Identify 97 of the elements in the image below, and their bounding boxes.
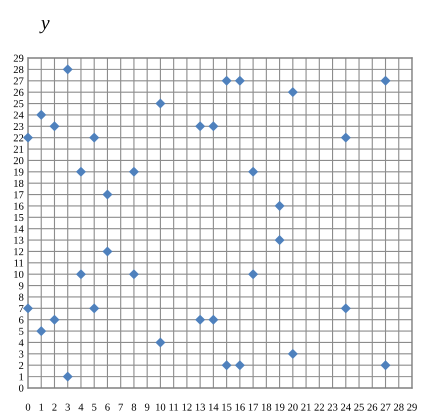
- point: [274, 235, 285, 246]
- y-tick-label: 27: [14, 77, 24, 84]
- point: [102, 190, 112, 200]
- y-tick-label: 15: [14, 214, 24, 222]
- point: [49, 314, 60, 325]
- x-tick-label: 25: [354, 404, 364, 411]
- point: [155, 337, 166, 348]
- x-tick-label: 20: [288, 404, 298, 411]
- point: [208, 121, 218, 132]
- point: [62, 372, 73, 382]
- x-tick-label: 29: [407, 404, 417, 411]
- y-tick-label: 5: [19, 328, 24, 335]
- point: [380, 360, 391, 370]
- y-tick-label: 17: [14, 191, 24, 198]
- x-tick-label: 5: [92, 404, 96, 411]
- point: [36, 110, 46, 120]
- point: [234, 76, 245, 86]
- x-tick-label: 23: [328, 404, 338, 411]
- x-tick-label: 15: [222, 404, 232, 411]
- y-tick-label: 2: [19, 362, 24, 369]
- x-tick-label: 18: [262, 404, 272, 411]
- point: [248, 269, 258, 280]
- x-tick-label: 10: [156, 404, 166, 411]
- y-tick-label: 28: [14, 66, 24, 74]
- x-tick-label: 27: [380, 404, 390, 411]
- point: [195, 314, 206, 325]
- point: [340, 303, 351, 314]
- point: [155, 98, 166, 109]
- point: [340, 132, 351, 143]
- y-tick-label: 7: [19, 305, 24, 312]
- x-tick-label: 8: [132, 404, 136, 411]
- point: [222, 76, 232, 86]
- point: [234, 360, 245, 370]
- point: [76, 269, 86, 280]
- y-tick-label: 22: [14, 134, 24, 142]
- x-tick-label: 2: [52, 404, 57, 411]
- point: [49, 121, 60, 132]
- y-tick-label: 21: [14, 146, 24, 153]
- y-tick-label: 0: [18, 384, 24, 392]
- y-tick-label: 10: [14, 270, 24, 278]
- point: [208, 314, 218, 325]
- y-tick-label: 25: [14, 100, 24, 108]
- x-tick-label: 21: [301, 404, 311, 411]
- y-tick-label: 3: [19, 350, 24, 358]
- x-tick-label: 28: [394, 404, 404, 411]
- x-tick-label: 16: [236, 404, 245, 411]
- y-tick-label: 12: [14, 248, 24, 256]
- x-tick-label: 22: [314, 404, 324, 411]
- x-tick-label: 12: [182, 404, 192, 411]
- point: [288, 87, 298, 98]
- y-tick-label: 4: [18, 339, 24, 346]
- point: [36, 326, 46, 336]
- point: [288, 348, 298, 359]
- y-tick-label: 24: [14, 112, 24, 119]
- y-tick-label: 26: [14, 88, 24, 96]
- point: [89, 303, 100, 314]
- y-tick-label: 16: [14, 202, 24, 210]
- y-tick-label: 29: [14, 54, 24, 62]
- x-tick-label: 26: [367, 404, 378, 411]
- x-tick-label: 4: [78, 404, 84, 411]
- point: [380, 76, 391, 86]
- y-tick-label: 20: [14, 157, 24, 164]
- point: [248, 166, 258, 177]
- x-tick-label: 1: [40, 404, 44, 411]
- point: [195, 121, 206, 132]
- y-tick-label: 11: [14, 260, 24, 266]
- y-tick-label: 19: [14, 168, 24, 176]
- x-tick-label: 7: [118, 404, 124, 411]
- x-tick-label: 3: [66, 404, 70, 411]
- x-tick-label: 6: [105, 404, 110, 411]
- y-tick-label: 18: [14, 180, 24, 187]
- y-tick-label: 6: [19, 316, 24, 324]
- point: [89, 132, 100, 143]
- x-tick-label: 14: [209, 404, 218, 411]
- y-tick-label: 9: [18, 282, 24, 290]
- point: [22, 303, 34, 314]
- x-tick-label: 9: [144, 404, 150, 411]
- x-tick-label: 17: [248, 404, 258, 411]
- point: [22, 132, 34, 143]
- y-tick-label: 13: [14, 236, 24, 244]
- y-tick-label: 1: [19, 373, 24, 380]
- y-axis-title: y: [39, 20, 50, 34]
- x-tick-label: 24: [340, 404, 351, 411]
- x-tick-label: 0: [26, 404, 30, 411]
- y-tick-label: 14: [14, 225, 24, 232]
- point: [274, 200, 285, 211]
- point: [128, 166, 139, 177]
- y-tick-label: 23: [14, 122, 24, 130]
- x-tick-label: 11: [170, 404, 178, 411]
- y-tick-label: 8: [18, 294, 24, 301]
- point: [76, 166, 86, 177]
- point: [102, 246, 112, 256]
- point: [128, 269, 139, 280]
- point: [222, 360, 232, 370]
- point: [62, 64, 73, 74]
- x-tick-label: 19: [275, 404, 284, 411]
- x-tick-label: 13: [196, 404, 206, 411]
